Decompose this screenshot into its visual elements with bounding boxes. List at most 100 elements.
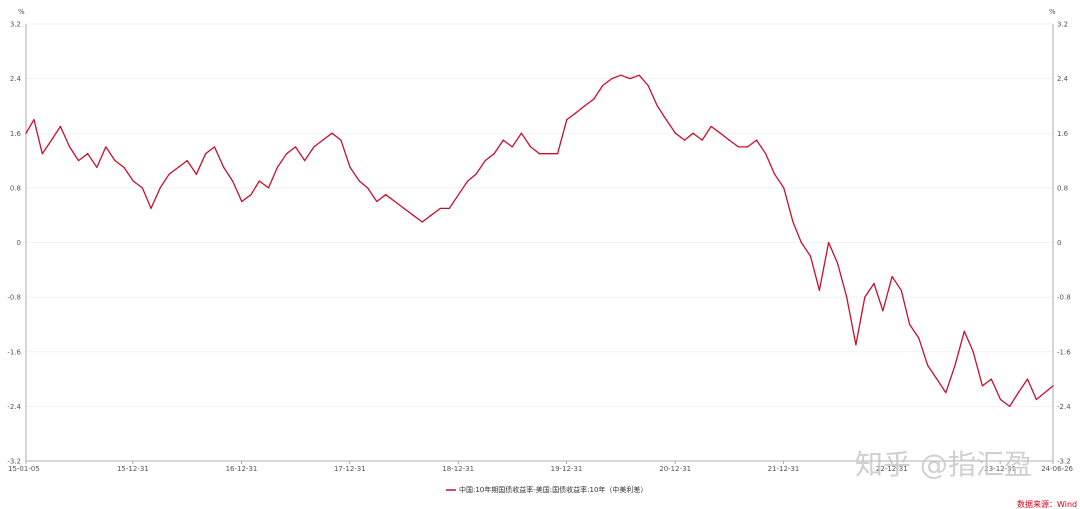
series-point (792, 221, 794, 223)
series-point (241, 200, 243, 203)
series-point (963, 330, 965, 332)
y-tick-label-right: -3.2 (1057, 458, 1071, 466)
series-point (493, 153, 495, 155)
y-tick-label-right: 0 (1057, 239, 1061, 247)
series-point (41, 153, 43, 155)
series-point (186, 159, 188, 162)
series-point (656, 105, 658, 107)
series-point (294, 146, 297, 148)
series-point (584, 105, 586, 107)
x-tick-label: 19-12-31 (551, 465, 583, 473)
series-point (818, 289, 821, 291)
series-point (972, 351, 974, 353)
series-point (1009, 405, 1011, 407)
x-tick-label: 22-12-31 (876, 465, 908, 473)
series-point (150, 207, 152, 209)
series-point (250, 194, 252, 196)
series-point (358, 180, 360, 182)
series-point (783, 187, 785, 189)
series-point (439, 207, 441, 209)
x-tick-label: 18-12-31 (442, 465, 474, 473)
y-tick-label-left: 1.6 (10, 130, 22, 138)
series-point (213, 146, 216, 148)
series-point (927, 364, 929, 367)
series-point (620, 74, 622, 76)
series-point (502, 139, 504, 141)
x-tick-label: 15-12-31 (117, 465, 149, 473)
series-point (557, 153, 559, 155)
source-note: 数据来源：Wind (1017, 499, 1077, 509)
series-point (276, 166, 279, 168)
series-point (376, 200, 378, 203)
series-point (467, 180, 469, 182)
series-point (538, 153, 541, 155)
series-point (367, 187, 369, 189)
x-tick-label: 20-12-31 (659, 465, 691, 473)
series-point (990, 378, 992, 380)
series-point (954, 364, 956, 367)
series-point (548, 153, 550, 155)
series-point (873, 282, 875, 285)
series-point (719, 132, 721, 134)
x-tick-label: 17-12-31 (334, 465, 366, 473)
series-point (25, 132, 27, 134)
series-point (177, 166, 179, 168)
series-point (1052, 385, 1054, 387)
series-point (421, 221, 423, 223)
series-point (159, 187, 161, 189)
series-point (286, 153, 288, 155)
series-point (385, 194, 387, 196)
series-point (59, 125, 62, 128)
series-point (33, 118, 35, 121)
series-point (77, 159, 80, 162)
series-point (105, 146, 107, 148)
series-point (141, 187, 143, 189)
series-point (593, 98, 595, 100)
series-point (981, 385, 983, 387)
series-point (602, 84, 604, 87)
y-tick-label-left: 0.8 (10, 184, 21, 192)
x-tick-label: 16-12-31 (226, 465, 258, 473)
series-line (25, 74, 1054, 408)
series-point (900, 289, 902, 291)
series-point (322, 139, 324, 141)
series-point (701, 139, 703, 141)
series-point (114, 159, 116, 162)
series-point (846, 296, 848, 298)
series-point (918, 337, 920, 339)
series-point (457, 194, 460, 196)
x-axis-ticks: 15-01-05 15-12-31 16-12-31 17-12-31 18-12-31… (8, 461, 1074, 473)
series-point (123, 166, 125, 168)
x-tick-label: 21-12-31 (768, 465, 800, 473)
series-point (448, 207, 450, 209)
series-point (855, 344, 857, 346)
series-point (223, 166, 225, 168)
series-point (304, 159, 306, 162)
series-point (403, 207, 405, 209)
x-tick-label: 23-12-31 (984, 465, 1016, 473)
series-layer (25, 74, 1054, 408)
legend-label: 中国:10年期国债收益率-美国:国债收益率:10年（中美利差） (459, 485, 647, 494)
y-tick-label-right: 3.2 (1057, 21, 1068, 29)
y-axis-right-ticks: 3.2 2.4 1.6 0.8 0 -0.8 -1.6 -2.4 -3.2 (1057, 21, 1071, 466)
series-point (710, 125, 712, 128)
y-axis-unit-left: % (18, 8, 25, 16)
series-point (349, 166, 351, 168)
series-point (566, 118, 568, 121)
y-tick-label-right: 2.4 (1057, 75, 1069, 83)
series-point (828, 241, 830, 244)
series-point (231, 180, 234, 182)
series-point (629, 78, 631, 80)
legend[interactable]: 中国:10年期国债收益率-美国:国债收益率:10年（中美利差） (446, 485, 647, 494)
series-point (936, 378, 938, 380)
series-point (611, 78, 613, 80)
series-point (638, 74, 640, 76)
series-point (755, 139, 758, 141)
y-tick-label-right: -0.8 (1057, 294, 1071, 302)
series-point (575, 112, 577, 114)
y-tick-label-left: -3.2 (7, 458, 21, 466)
y-tick-label-left: -1.6 (7, 348, 21, 356)
series-point (737, 146, 739, 148)
y-tick-label-right: -2.4 (1057, 403, 1071, 411)
